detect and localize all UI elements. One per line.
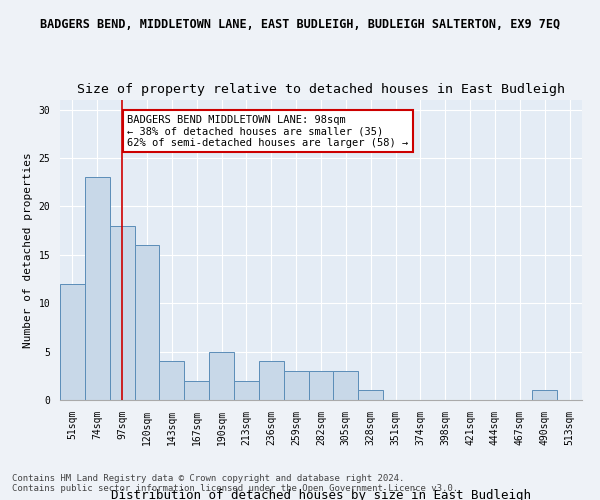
Text: Contains HM Land Registry data © Crown copyright and database right 2024.: Contains HM Land Registry data © Crown c… — [12, 474, 404, 483]
Y-axis label: Number of detached properties: Number of detached properties — [23, 152, 33, 348]
Bar — [532, 390, 557, 400]
Bar — [209, 352, 234, 400]
Title: Size of property relative to detached houses in East Budleigh: Size of property relative to detached ho… — [77, 83, 565, 96]
Bar — [184, 380, 209, 400]
Bar — [160, 362, 184, 400]
Bar — [358, 390, 383, 400]
Bar — [259, 362, 284, 400]
Bar — [334, 371, 358, 400]
Bar — [85, 178, 110, 400]
Text: Contains public sector information licensed under the Open Government Licence v3: Contains public sector information licen… — [12, 484, 458, 493]
Text: BADGERS BEND MIDDLETOWN LANE: 98sqm
← 38% of detached houses are smaller (35)
62: BADGERS BEND MIDDLETOWN LANE: 98sqm ← 38… — [127, 114, 409, 148]
X-axis label: Distribution of detached houses by size in East Budleigh: Distribution of detached houses by size … — [111, 490, 531, 500]
Bar — [134, 245, 160, 400]
Bar — [234, 380, 259, 400]
Text: BADGERS BEND, MIDDLETOWN LANE, EAST BUDLEIGH, BUDLEIGH SALTERTON, EX9 7EQ: BADGERS BEND, MIDDLETOWN LANE, EAST BUDL… — [40, 18, 560, 30]
Bar — [60, 284, 85, 400]
Bar — [308, 371, 334, 400]
Bar — [110, 226, 134, 400]
Bar — [284, 371, 308, 400]
